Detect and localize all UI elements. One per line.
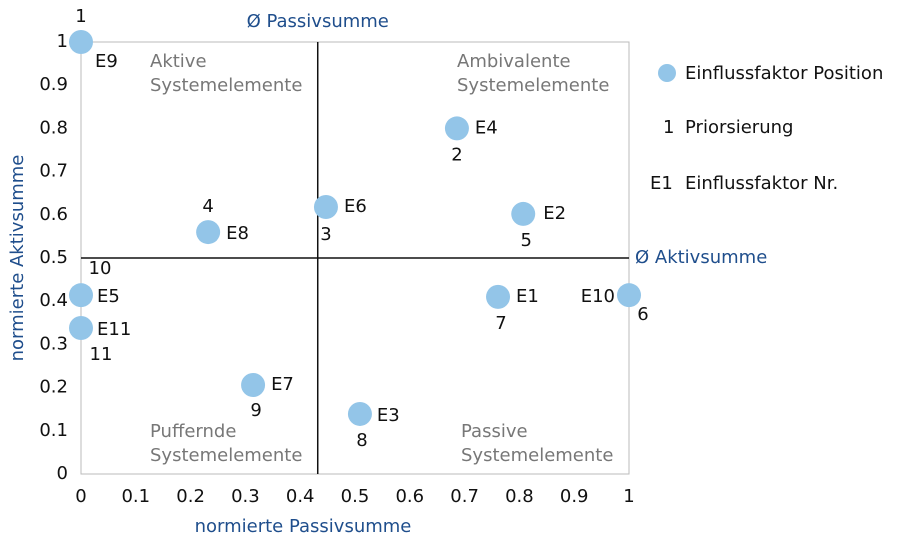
- legend-label: Einflussfaktor Position: [685, 63, 883, 84]
- mean-active-label: Ø Aktivsumme: [635, 247, 767, 268]
- x-tick-label: 0.5: [341, 486, 370, 507]
- x-axis-title: normierte Passivsumme: [195, 516, 412, 537]
- point-id-label: E8: [226, 223, 249, 244]
- point-priority-label: 2: [451, 144, 462, 165]
- quadrant-label: Systemelemente: [150, 445, 302, 466]
- point-priority-label: 1: [75, 6, 86, 27]
- point-id-label: E10: [581, 286, 615, 307]
- point: [241, 373, 266, 398]
- x-tick-label: 0.6: [395, 486, 424, 507]
- y-axis-title: normierte Aktivsumme: [7, 155, 28, 362]
- legend-symbol: 1: [663, 117, 674, 138]
- point: [347, 401, 372, 426]
- point-id-label: E3: [377, 405, 400, 426]
- point: [511, 201, 536, 226]
- point-priority-label: 6: [637, 304, 648, 325]
- point: [196, 220, 221, 245]
- point-id-label: E11: [97, 319, 131, 340]
- y-tick-label: 0: [57, 463, 68, 484]
- y-tick-label: 0.7: [39, 161, 68, 182]
- y-tick-label: 1: [57, 31, 68, 52]
- quadrant-label: Systemelemente: [461, 445, 613, 466]
- y-tick-label: 0.4: [39, 290, 68, 311]
- point: [617, 283, 641, 308]
- y-tick-label: 0.8: [39, 117, 68, 138]
- legend-marker: [658, 64, 676, 82]
- y-tick-label: 0.9: [39, 74, 68, 95]
- point-id-label: E5: [97, 286, 120, 307]
- point-id-label: E4: [475, 117, 498, 138]
- quadrant-label: Puffernde: [150, 421, 236, 442]
- point-id-label: E1: [516, 286, 539, 307]
- point: [486, 284, 511, 309]
- x-tick-label: 0.1: [121, 486, 150, 507]
- y-tick-label: 0.1: [39, 420, 68, 441]
- point-priority-label: 11: [90, 344, 113, 365]
- point-id-label: E7: [271, 374, 294, 395]
- point-id-label: E2: [543, 203, 566, 224]
- legend-label: Priorsierung: [685, 117, 793, 138]
- point: [313, 195, 338, 220]
- point-priority-label: 8: [356, 430, 367, 451]
- y-tick-label: 0.2: [39, 377, 68, 398]
- mean-passive-label: Ø Passivsumme: [247, 11, 389, 32]
- legend-symbol: E1: [650, 173, 673, 194]
- point-id-label: E6: [344, 196, 367, 217]
- quadrant-label: Systemelemente: [457, 75, 609, 96]
- point-priority-label: 3: [320, 224, 331, 245]
- x-tick-label: 0.7: [450, 486, 479, 507]
- x-tick-label: 0.9: [560, 486, 589, 507]
- quadrant-label: Passive: [461, 421, 528, 442]
- point: [69, 315, 93, 340]
- point-priority-label: 9: [250, 400, 261, 421]
- quadrant-label: Systemelemente: [150, 75, 302, 96]
- point-priority-label: 10: [89, 258, 112, 279]
- x-tick-label: 0: [75, 486, 86, 507]
- x-tick-label: 0.2: [176, 486, 205, 507]
- y-tick-label: 0.3: [39, 333, 68, 354]
- quadrant-label: Ambivalente: [457, 51, 571, 72]
- y-tick-label: 0.5: [39, 247, 68, 268]
- x-tick-label: 1: [623, 486, 634, 507]
- point-priority-label: 7: [495, 313, 506, 334]
- quadrant-label: Aktive: [150, 51, 207, 72]
- y-tick-label: 0.6: [39, 204, 68, 225]
- point: [444, 116, 469, 141]
- point-priority-label: 4: [202, 196, 213, 217]
- point: [69, 30, 93, 54]
- point-priority-label: 5: [521, 230, 532, 251]
- x-tick-label: 0.3: [231, 486, 260, 507]
- point-id-label: E9: [95, 51, 118, 72]
- legend-label: Einflussfaktor Nr.: [685, 173, 838, 194]
- x-tick-label: 0.8: [505, 486, 534, 507]
- x-tick-label: 0.4: [286, 486, 315, 507]
- point: [69, 283, 93, 308]
